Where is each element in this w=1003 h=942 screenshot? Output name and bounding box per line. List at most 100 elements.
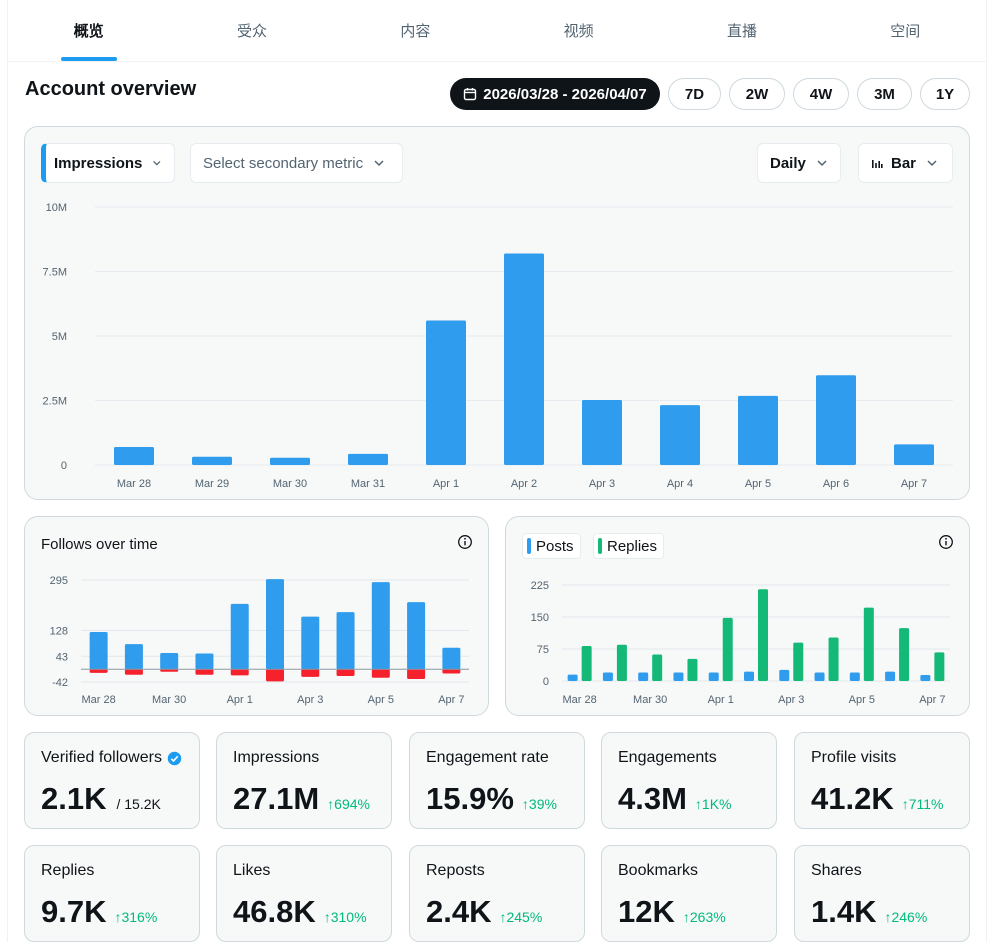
- impressions-bar-chart: 0 2.5M 5M 7.5M 10M Mar 28 Mar 29 Mar 30 Mar 31 Ap…: [43, 202, 953, 490]
- stat-label: Verified followers: [41, 749, 162, 766]
- replies-bar: [687, 658, 698, 681]
- replies-bar: [793, 642, 804, 681]
- legend-replies[interactable]: Replies: [593, 533, 665, 559]
- impressions-bar: [270, 457, 310, 465]
- y-tick-label: 10M: [46, 202, 67, 214]
- stat-delta: ↑711%: [901, 796, 944, 812]
- posts-bar: [779, 669, 790, 681]
- stat-likes[interactable]: Likes 46.8K ↑310%: [216, 845, 392, 942]
- legend-posts[interactable]: Posts: [522, 533, 581, 559]
- follows-bar: [336, 612, 355, 670]
- stat-label: Engagement rate: [426, 749, 549, 766]
- stat-reposts[interactable]: Reposts 2.4K ↑245%: [409, 845, 585, 942]
- tab-content[interactable]: 内容: [400, 22, 431, 40]
- stat-delta: ↑263%: [682, 909, 726, 925]
- replies-swatch: [598, 538, 602, 554]
- posts-bar: [885, 671, 896, 681]
- stat-total: / 15.2K: [116, 796, 161, 812]
- impressions-bar: [582, 399, 622, 465]
- stat-value: 15.9%: [426, 781, 514, 816]
- stat-engagements[interactable]: Engagements 4.3M ↑1K%: [601, 732, 777, 829]
- follows-bar: [230, 603, 249, 670]
- stat-replies[interactable]: Replies 9.7K ↑316%: [24, 845, 200, 942]
- x-tick-label: Apr 7: [901, 478, 927, 490]
- x-tick-label: Apr 4: [667, 478, 693, 490]
- follows-bar: [301, 616, 320, 670]
- bar-chart-icon: [872, 160, 883, 168]
- tab-live[interactable]: 直播: [726, 22, 757, 40]
- y-tick-label: 5M: [52, 331, 67, 343]
- x-tick-label: Mar 28: [117, 478, 151, 490]
- replies-bar: [863, 607, 874, 681]
- chart-type-dropdown[interactable]: Bar: [858, 143, 953, 183]
- chevron-down-icon: [153, 160, 161, 166]
- x-tick-label: Mar 30: [273, 478, 307, 490]
- range-1y-button[interactable]: 1Y: [920, 78, 970, 110]
- x-tick-label: Mar 31: [351, 478, 385, 490]
- stat-label: Likes: [233, 862, 271, 879]
- replies-bar: [828, 637, 839, 681]
- date-range-button[interactable]: 2026/03/28 - 2026/04/07: [450, 78, 660, 110]
- stat-delta: ↑245%: [499, 909, 543, 925]
- stat-value: 1.4K: [811, 894, 877, 929]
- stat-value-row: 12K ↑263%: [618, 894, 726, 930]
- secondary-metric-label: Select secondary metric: [203, 154, 364, 172]
- follows-bar: [407, 602, 426, 670]
- posts-swatch: [527, 538, 531, 554]
- stat-value: 27.1M: [233, 781, 320, 816]
- stat-bookmarks[interactable]: Bookmarks 12K ↑263%: [601, 845, 777, 942]
- replies-bar: [899, 628, 910, 681]
- x-tick-label: Apr 1: [433, 478, 459, 490]
- stat-value: 9.7K: [41, 894, 107, 929]
- chevron-down-icon: [817, 160, 827, 167]
- chevron-down-icon: [374, 160, 384, 167]
- y-tick-label: 43: [56, 651, 68, 663]
- posts-bar: [744, 671, 754, 681]
- range-4w-button[interactable]: 4W: [793, 78, 849, 110]
- impressions-bar: [504, 253, 544, 465]
- tab-video[interactable]: 视频: [563, 22, 594, 40]
- range-2w-button[interactable]: 2W: [729, 78, 785, 110]
- y-tick-label: -42: [52, 677, 68, 689]
- unfollows-bar: [124, 669, 143, 675]
- tab-spaces[interactable]: 空间: [890, 22, 921, 40]
- stat-label-wrap: Verified followers: [41, 749, 182, 767]
- unfollows-bar: [336, 669, 355, 676]
- follows-bar: [195, 653, 214, 670]
- stat-verified-followers[interactable]: Verified followers 2.1K / 15.2K: [24, 732, 200, 829]
- impressions-chart-card: Impressions Select secondary metric Dail…: [24, 126, 970, 500]
- interval-dropdown[interactable]: Daily: [757, 143, 841, 183]
- posts-bar: [920, 675, 931, 681]
- impressions-bar: [894, 444, 934, 465]
- follows-bar-chart: -42 43 128 295 Mar 28 Mar 30 Apr 1 Apr 3 Apr 5 Ap…: [50, 575, 469, 706]
- range-7d-button[interactable]: 7D: [668, 78, 721, 110]
- stat-value-row: 9.7K ↑316%: [41, 894, 157, 930]
- stat-impressions[interactable]: Impressions 27.1M ↑694%: [216, 732, 392, 829]
- stat-value: 41.2K: [811, 781, 894, 816]
- stat-shares[interactable]: Shares 1.4K ↑246%: [794, 845, 970, 942]
- unfollows-bar: [230, 669, 249, 676]
- y-tick-label: 225: [531, 580, 549, 592]
- follows-bar: [371, 582, 390, 670]
- posts-bar: [602, 672, 613, 681]
- primary-metric-dropdown[interactable]: Impressions: [41, 143, 175, 183]
- range-3m-button[interactable]: 3M: [857, 78, 912, 110]
- y-tick-label: 150: [531, 612, 549, 624]
- info-icon[interactable]: [938, 534, 954, 550]
- secondary-metric-dropdown[interactable]: Select secondary metric: [190, 143, 403, 183]
- stat-delta: ↑39%: [521, 796, 557, 812]
- x-tick-label: Apr 1: [227, 694, 253, 706]
- posts-replies-chart-card: Posts Replies 0 75 150 225 Mar 28 Mar 30 Apr 1…: [505, 516, 970, 716]
- info-icon[interactable]: [457, 534, 473, 550]
- posts-bar: [814, 672, 825, 681]
- unfollows-bar: [301, 669, 320, 677]
- tab-audience[interactable]: 受众: [236, 22, 267, 40]
- stat-engagement-rate[interactable]: Engagement rate 15.9% ↑39%: [409, 732, 585, 829]
- legend-replies-label: Replies: [607, 537, 658, 555]
- interval-label: Daily: [770, 154, 806, 172]
- calendar-icon: [464, 88, 477, 101]
- stat-profile-visits[interactable]: Profile visits 41.2K ↑711%: [794, 732, 970, 829]
- tab-overview[interactable]: 概览: [7, 0, 170, 61]
- stat-value: 12K: [618, 894, 675, 929]
- stat-label: Reposts: [426, 862, 485, 879]
